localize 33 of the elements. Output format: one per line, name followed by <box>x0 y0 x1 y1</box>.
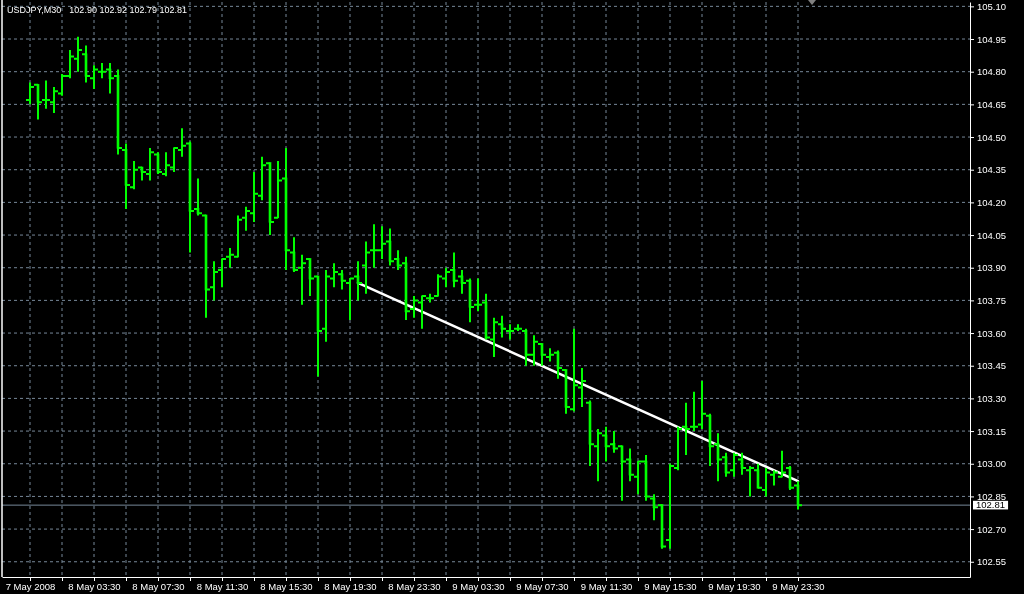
y-tick-label: 104.80 <box>977 66 1007 78</box>
x-tick-label: 9 May 19:30 <box>708 580 761 592</box>
x-tick-label: 9 May 23:30 <box>772 580 825 592</box>
y-tick-label: 102.55 <box>977 556 1007 568</box>
y-tick-label: 105.10 <box>977 0 1007 12</box>
y-tick-label: 104.50 <box>977 131 1007 143</box>
x-tick-label: 9 May 03:30 <box>452 580 505 592</box>
y-tick-label: 102.85 <box>977 490 1007 502</box>
x-tick-label: 9 May 15:30 <box>644 580 697 592</box>
x-tick-label: 8 May 19:30 <box>324 580 377 592</box>
y-tick-label: 103.60 <box>977 327 1007 339</box>
x-tick-label: 8 May 23:30 <box>388 580 441 592</box>
y-tick-label: 103.75 <box>977 294 1007 306</box>
x-tick-label: 8 May 15:30 <box>260 580 313 592</box>
y-tick-label: 104.20 <box>977 196 1007 208</box>
x-tick-label: 9 May 07:30 <box>516 580 569 592</box>
y-tick-label: 104.65 <box>977 98 1007 110</box>
y-tick-label: 103.00 <box>977 458 1007 470</box>
y-tick-label: 102.70 <box>977 523 1007 535</box>
y-tick-label: 103.30 <box>977 392 1007 404</box>
x-tick-label: 8 May 03:30 <box>68 580 121 592</box>
chart-title: USDJPY,M30 <box>7 5 62 15</box>
x-tick-label: 7 May 2008 <box>5 580 56 592</box>
x-tick-label: 9 May 11:30 <box>580 580 633 592</box>
y-tick-label: 104.95 <box>977 33 1007 45</box>
y-tick-label: 103.90 <box>977 262 1007 274</box>
x-tick-label: 8 May 11:30 <box>196 580 249 592</box>
y-tick-label: 103.15 <box>977 425 1007 437</box>
y-tick-label: 103.45 <box>977 360 1007 372</box>
x-tick-label: 8 May 07:30 <box>132 580 185 592</box>
chart-subtitle: 102.90 102.92 102.79 102.81 <box>69 5 187 15</box>
y-tick-label: 104.05 <box>977 229 1007 241</box>
y-tick-label: 104.35 <box>977 164 1007 176</box>
